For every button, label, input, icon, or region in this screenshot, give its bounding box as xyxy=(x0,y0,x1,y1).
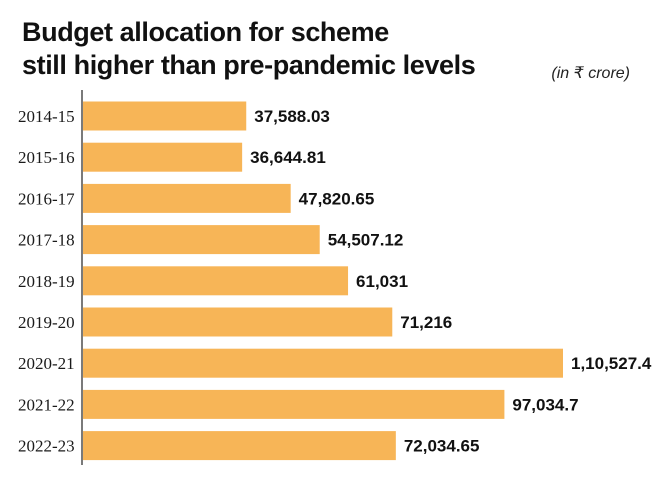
category-label: 2017-18 xyxy=(18,231,75,250)
category-label: 2021-22 xyxy=(18,395,75,414)
category-label: 2020-21 xyxy=(18,354,75,373)
bar-2014-15 xyxy=(83,101,247,131)
unit-label: (in ₹ crore) xyxy=(551,65,630,82)
category-label: 2022-23 xyxy=(18,437,75,456)
bar-2015-16 xyxy=(83,142,243,172)
chart-title: Budget allocation for scheme still highe… xyxy=(22,17,476,80)
bar-chart: 2014-15 37,588.03 2015-16 36,644.81 2016-17 4… xyxy=(18,90,652,465)
category-label: 2016-17 xyxy=(18,189,75,208)
value-label: 61,031 xyxy=(356,272,408,291)
bar-2017-18 xyxy=(83,225,320,255)
category-label: 2018-19 xyxy=(18,272,75,291)
bar-2016-17 xyxy=(83,183,291,213)
value-label: 54,507.12 xyxy=(328,231,404,250)
bar-2022-23 xyxy=(83,431,396,461)
bar-2020-21 xyxy=(83,348,563,378)
bar-2021-22 xyxy=(83,389,505,419)
value-label: 72,034.65 xyxy=(404,437,480,456)
value-label: 37,588.03 xyxy=(254,107,330,126)
category-label: 2015-16 xyxy=(18,148,75,167)
bar-2019-20 xyxy=(83,307,393,337)
value-label: 97,034.7 xyxy=(512,395,578,414)
bar-2018-19 xyxy=(83,266,349,296)
category-label: 2014-15 xyxy=(18,107,75,126)
value-label: 47,820.65 xyxy=(299,189,375,208)
value-label: 71,216 xyxy=(400,313,452,332)
value-label: 1,10,527.4 xyxy=(571,354,652,373)
value-label: 36,644.81 xyxy=(250,148,326,167)
category-label: 2019-20 xyxy=(18,313,75,332)
